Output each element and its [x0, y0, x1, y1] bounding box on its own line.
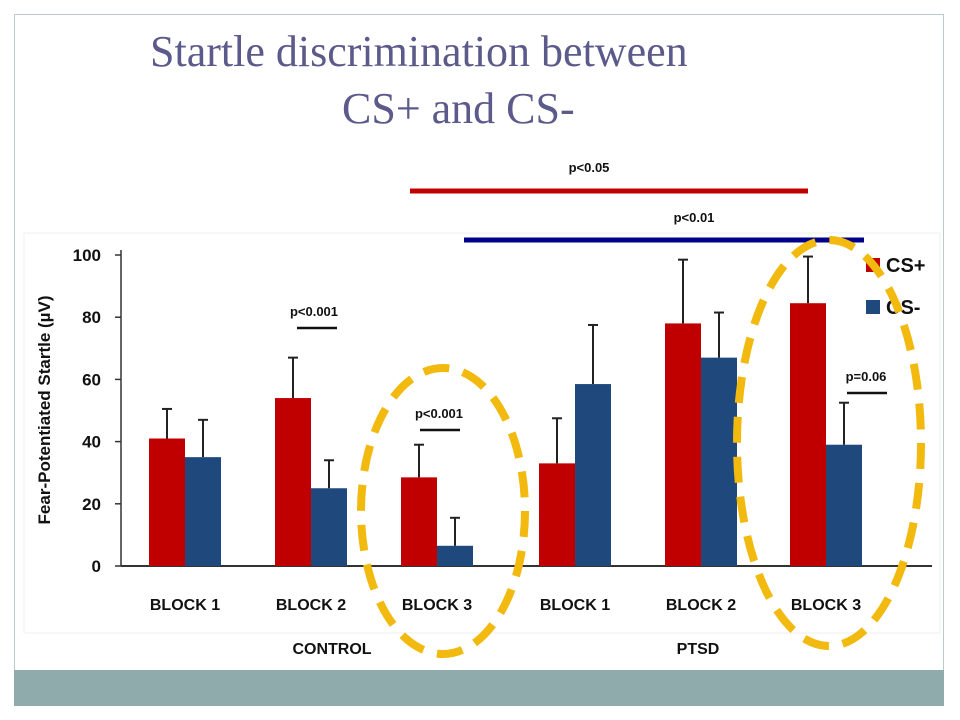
highlight-ellipse	[357, 364, 529, 658]
legend-swatch	[866, 300, 880, 314]
legend-label: CS+	[886, 255, 925, 277]
x-tick-label: BLOCK 2	[276, 597, 346, 614]
bar	[701, 357, 737, 566]
x-tick-label: BLOCK 3	[791, 597, 861, 614]
y-tick-label: 0	[92, 557, 101, 576]
bar	[665, 323, 701, 566]
bar	[185, 457, 221, 566]
group-label-control: CONTROL	[292, 641, 371, 658]
y-tick-label: 80	[82, 308, 101, 327]
x-tick-label: BLOCK 1	[540, 597, 610, 614]
x-tick-label: BLOCK 1	[150, 597, 220, 614]
sig-span-label: p<0.05	[569, 160, 610, 175]
x-tick-label: BLOCK 3	[402, 597, 472, 614]
slide-title-line-1: Startle discrimination between	[150, 27, 688, 76]
sig-span-label: p<0.01	[674, 210, 715, 225]
bar	[401, 477, 437, 566]
bar	[437, 545, 473, 566]
slide-title-line-2: CS+ and CS-	[342, 84, 575, 133]
bar	[275, 398, 311, 566]
y-tick-label: 40	[82, 433, 101, 452]
x-tick-label: BLOCK 2	[666, 597, 736, 614]
bar	[149, 438, 185, 566]
bar	[311, 488, 347, 566]
highlight-ellipse	[733, 236, 925, 650]
sig-label: p<0.001	[290, 304, 338, 319]
footer-band	[14, 670, 944, 706]
bar	[826, 444, 862, 566]
group-label-ptsd: PTSD	[677, 641, 720, 658]
bar	[790, 303, 826, 566]
sig-label: p<0.001	[415, 406, 463, 421]
sig-label: p=0.06	[846, 369, 887, 384]
bar	[575, 384, 611, 566]
y-tick-label: 100	[73, 246, 101, 265]
y-tick-label: 20	[82, 495, 101, 514]
y-tick-label: 60	[82, 370, 101, 389]
bar	[539, 463, 575, 566]
y-axis-label: Fear-Potentiated Startle (µV)	[35, 296, 54, 525]
